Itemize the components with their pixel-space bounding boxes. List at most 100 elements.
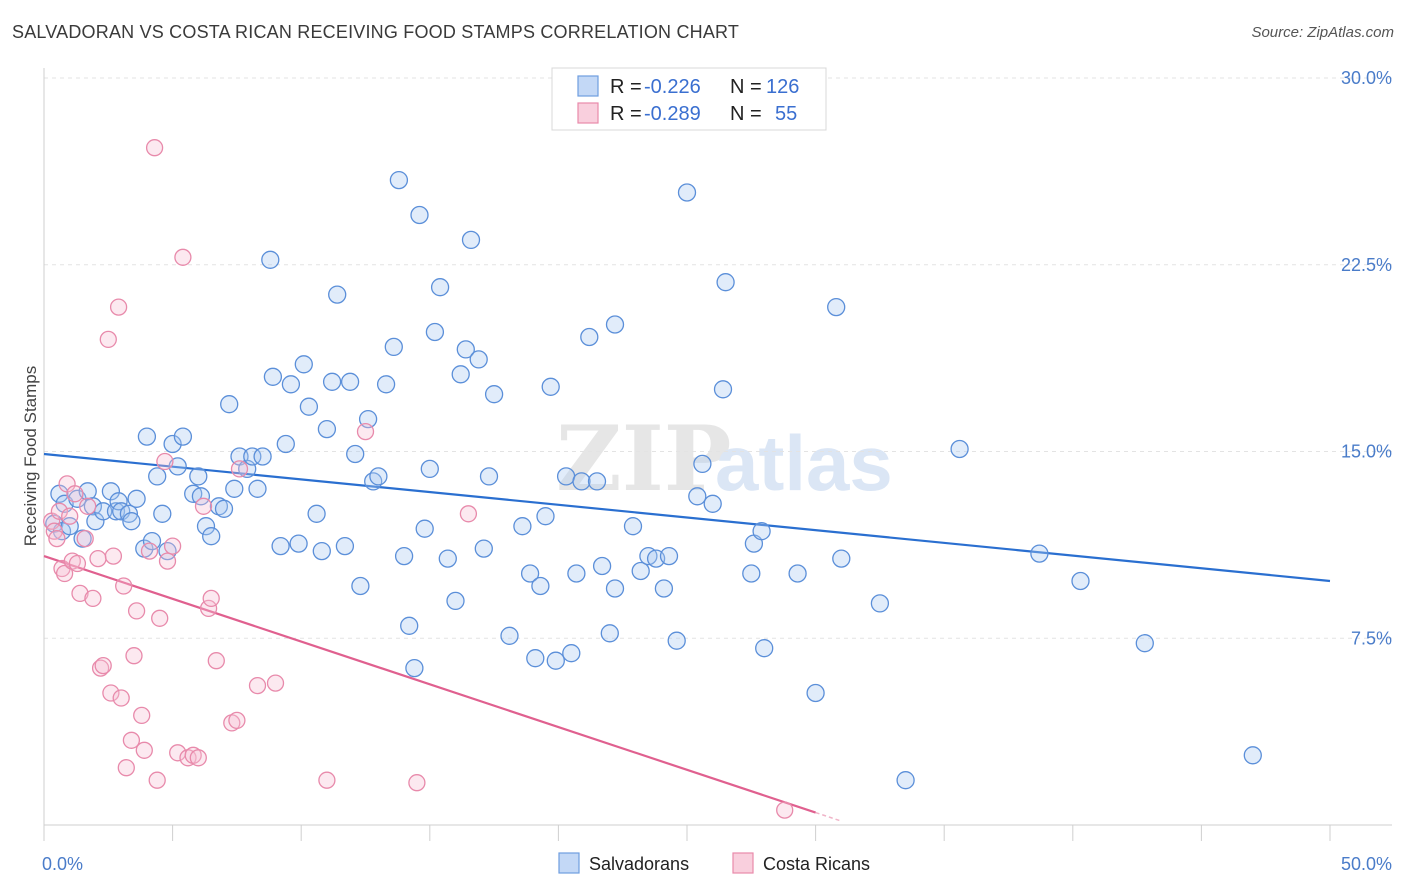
salvadoran-point [623, 517, 643, 536]
legend-r-label-1: R = [610, 76, 642, 98]
salvadoran-point [950, 439, 969, 459]
salvadoran-point [520, 564, 540, 583]
salvadoran-point [163, 434, 182, 454]
salvadoran-point [446, 591, 465, 611]
salvadoran-point [158, 541, 177, 561]
costa-rican-point [156, 452, 174, 471]
tick-labels: 7.5% 15.0% 22.5% 30.0% 0.0% 50.0% [42, 68, 1392, 874]
costa-rican-point [91, 659, 110, 677]
salvadoran-point [716, 273, 735, 292]
costa-rican-point [61, 507, 79, 525]
y-axis-label: Receiving Food Stamps [21, 366, 40, 546]
salvadoran-point [153, 504, 172, 523]
costa-rican-point [199, 599, 218, 618]
salvadoran-point [276, 434, 295, 454]
chart-title: SALVADORAN VS COSTA RICAN RECEIVING FOOD… [12, 22, 740, 42]
series-legend: Salvadorans Costa Ricans [558, 852, 870, 874]
salvadoran-point [605, 315, 625, 334]
salvadoran-point [469, 350, 488, 369]
salvadoran-point [369, 467, 388, 486]
costa-rican-point [127, 602, 146, 620]
salvadoran-point [312, 541, 331, 561]
salvadoran-point [562, 644, 581, 663]
bottom-legend-swatch-salvadorans [558, 852, 580, 874]
salvadoran-point [688, 487, 707, 506]
legend-swatch-costa-ricans [577, 102, 599, 124]
salvadoran-point [513, 517, 532, 536]
salvadoran-point [400, 616, 419, 635]
y-tick-label: 15.0% [1341, 442, 1392, 462]
salvadoran-point [806, 683, 825, 703]
salvadoran-point [248, 479, 267, 498]
costa-rican-point [266, 674, 285, 692]
salvadoran-point [415, 519, 434, 538]
costa-rican-point [89, 549, 107, 568]
salvadoran-point [122, 512, 141, 531]
costa-rican-point [71, 584, 89, 603]
salvadoran-point [500, 626, 519, 645]
salvadoran-trend-line [43, 452, 1331, 583]
salvadoran-point [328, 285, 347, 304]
costa-rican-point [776, 801, 794, 819]
costa-rican-point [104, 547, 123, 565]
legend-r-label-2: R = [610, 103, 642, 125]
salvadoran-point [384, 337, 403, 357]
watermark: ZIP atlas [556, 406, 893, 512]
salvadoran-point [1071, 571, 1090, 591]
salvadoran-point [456, 340, 475, 359]
costa-rican-point [318, 771, 336, 789]
salvadoran-point [148, 467, 167, 486]
salvadoran-point [592, 556, 612, 576]
salvadoran-point [667, 631, 686, 650]
salvadoran-point [289, 534, 308, 553]
salvadoran-point [220, 395, 239, 414]
salvadoran-point [225, 479, 244, 498]
scatter-points [43, 139, 1262, 819]
salvadoran-point [659, 546, 679, 566]
salvadoran-point [580, 327, 599, 347]
costa-rican-point [115, 577, 133, 595]
salvadoran-point [600, 624, 619, 643]
salvadoran-point [214, 499, 234, 518]
salvadoran-point [317, 419, 337, 439]
salvadoran-point [703, 494, 722, 513]
salvadoran-point [713, 380, 733, 399]
salvadoran-point [451, 365, 470, 384]
costa-rican-point [356, 422, 375, 441]
salvadoran-point [202, 527, 221, 546]
legend-r-value-2: -0.289 [644, 103, 701, 125]
costa-rican-point [122, 731, 141, 749]
watermark-zip: ZIP [556, 406, 731, 512]
costa-rican-point [112, 689, 130, 707]
costa-rican-point [174, 248, 192, 266]
salvadoran-point [430, 278, 450, 297]
legend-n-label-1: N = [730, 76, 762, 98]
legend-r-value-1: -0.226 [644, 76, 701, 98]
x-tick-label: 0.0% [42, 854, 83, 874]
salvadoran-point [340, 372, 360, 391]
legend-n-label-2: N = [730, 103, 762, 125]
salvadoran-point [253, 447, 272, 466]
costa-rican-point [135, 741, 153, 759]
salvadoran-point [394, 546, 414, 566]
salvadoran-point [1030, 544, 1049, 563]
salvadoran-point [389, 170, 409, 190]
costa-rican-point [158, 552, 177, 570]
salvadoran-point [541, 377, 560, 396]
costa-rican-point [459, 505, 478, 523]
salvadoran-point [693, 454, 712, 474]
costa-rican-point [117, 759, 135, 777]
salvadoran-point [479, 467, 499, 486]
costa-rican-point [151, 609, 169, 627]
salvadoran-point [376, 375, 396, 394]
costa-rican-point [84, 589, 102, 608]
bottom-legend-label-salvadorans: Salvadorans [589, 854, 689, 874]
source-credit: Source: ZipAtlas.com [1251, 24, 1394, 41]
salvadoran-point [438, 549, 457, 568]
costa-rican-point [145, 139, 164, 157]
costa-rican-point [189, 749, 207, 767]
costa-rican-point [228, 711, 246, 730]
costa-rican-point [109, 298, 128, 316]
salvadoran-point [536, 507, 555, 526]
costa-rican-point [102, 684, 120, 702]
